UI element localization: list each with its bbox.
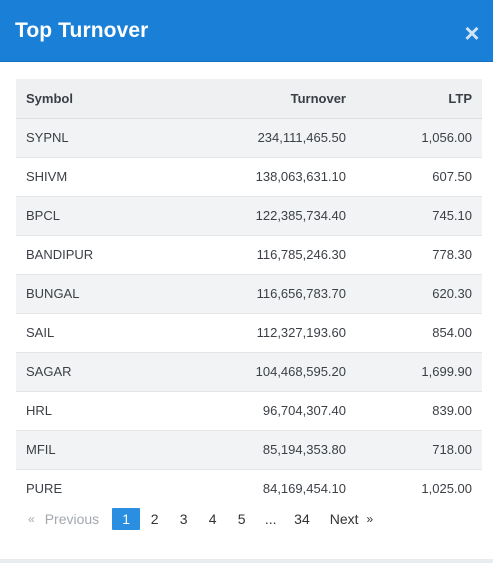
cell-ltp: 1,699.90 <box>356 352 482 392</box>
cell-symbol: BANDIPUR <box>16 235 166 275</box>
table-row[interactable]: SYPNL 234,111,465.50 1,056.00 <box>16 118 482 158</box>
modal-header: Top Turnover × <box>0 0 493 62</box>
cell-symbol: SHIVM <box>16 157 166 197</box>
column-header-ltp[interactable]: LTP <box>356 79 482 119</box>
table-row[interactable]: HRL 96,704,307.40 839.00 <box>16 391 482 431</box>
cell-turnover: 112,327,193.60 <box>166 313 356 353</box>
page-button-4[interactable]: 4 <box>208 511 217 527</box>
table-row[interactable]: SAIL 112,327,193.60 854.00 <box>16 313 482 353</box>
cell-turnover: 234,111,465.50 <box>166 118 356 158</box>
cell-ltp: 607.50 <box>356 157 482 197</box>
cell-turnover: 84,169,454.10 <box>166 469 356 508</box>
column-header-symbol[interactable]: Symbol <box>16 79 166 119</box>
cell-symbol: BPCL <box>16 196 166 236</box>
pagination-ellipsis: ... <box>264 511 277 527</box>
previous-label: Previous <box>44 511 100 527</box>
table-row[interactable]: SAGAR 104,468,595.20 1,699.90 <box>16 352 482 392</box>
table-row[interactable]: BPCL 122,385,734.40 745.10 <box>16 196 482 236</box>
cell-turnover: 104,468,595.20 <box>166 352 356 392</box>
table-row[interactable]: MFIL 85,194,353.80 718.00 <box>16 430 482 470</box>
cell-ltp: 745.10 <box>356 196 482 236</box>
previous-page-button[interactable]: « Previous <box>16 508 106 530</box>
cell-turnover: 122,385,734.40 <box>166 196 356 236</box>
cell-turnover: 138,063,631.10 <box>166 157 356 197</box>
cell-ltp: 854.00 <box>356 313 482 353</box>
table-header-row: Symbol Turnover LTP <box>16 79 482 119</box>
cell-symbol: MFIL <box>16 430 166 470</box>
cell-symbol: BUNGAL <box>16 274 166 314</box>
cell-turnover: 116,785,246.30 <box>166 235 356 275</box>
table-row[interactable]: BANDIPUR 116,785,246.30 778.30 <box>16 235 482 275</box>
next-label: Next <box>329 511 359 527</box>
modal-title: Top Turnover <box>15 18 149 42</box>
turnover-table-container: Symbol Turnover LTP SYPNL 234,111,465.50 1… <box>16 79 482 508</box>
next-page-button[interactable]: Next » <box>323 508 384 530</box>
cell-ltp: 1,025.00 <box>356 469 482 508</box>
cell-symbol: SAIL <box>16 313 166 353</box>
page-button-5[interactable]: 5 <box>237 511 246 527</box>
table-body: SYPNL 234,111,465.50 1,056.00 SHIVM 138,063,… <box>16 118 482 508</box>
double-chevron-right-icon: » <box>366 512 374 526</box>
background-strip <box>0 559 493 563</box>
page-button-1[interactable]: 1 <box>112 508 141 530</box>
table-row[interactable]: BUNGAL 116,656,783.70 620.30 <box>16 274 482 314</box>
close-icon[interactable]: × <box>464 17 480 48</box>
cell-ltp: 620.30 <box>356 274 482 314</box>
cell-symbol: SYPNL <box>16 118 166 158</box>
page-button-2[interactable]: 2 <box>150 511 159 527</box>
cell-ltp: 1,056.00 <box>356 118 482 158</box>
cell-ltp: 778.30 <box>356 235 482 275</box>
cell-turnover: 85,194,353.80 <box>166 430 356 470</box>
cell-turnover: 96,704,307.40 <box>166 391 356 431</box>
cell-symbol: PURE <box>16 469 166 508</box>
table-row[interactable]: PURE 84,169,454.10 1,025.00 <box>16 469 482 508</box>
page-button-last[interactable]: 34 <box>294 511 310 527</box>
column-header-turnover[interactable]: Turnover <box>166 79 356 119</box>
cell-turnover: 116,656,783.70 <box>166 274 356 314</box>
page-button-3[interactable]: 3 <box>179 511 188 527</box>
cell-ltp: 839.00 <box>356 391 482 431</box>
turnover-table: Symbol Turnover LTP SYPNL 234,111,465.50 1… <box>16 79 482 508</box>
double-chevron-left-icon: « <box>28 512 35 526</box>
pagination: « Previous 1 2 3 4 5 ... 34 Next » <box>16 506 384 532</box>
table-row[interactable]: SHIVM 138,063,631.10 607.50 <box>16 157 482 197</box>
cell-ltp: 718.00 <box>356 430 482 470</box>
cell-symbol: SAGAR <box>16 352 166 392</box>
cell-symbol: HRL <box>16 391 166 431</box>
